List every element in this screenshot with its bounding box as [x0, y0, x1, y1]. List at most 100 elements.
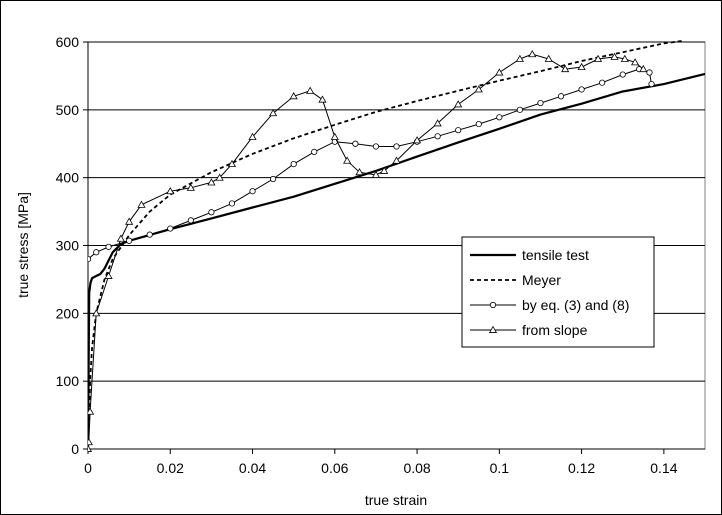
series-tensile-test: [88, 72, 706, 450]
data-point: [412, 136, 422, 144]
data-point: [454, 100, 463, 108]
x-tick-label: 0.14: [650, 460, 677, 476]
y-tick-label: 0: [71, 441, 79, 457]
data-point: [166, 187, 175, 195]
legend-label: tensile test: [522, 247, 589, 263]
y-tick-label: 400: [56, 170, 80, 186]
data-point: [137, 200, 146, 208]
data-point: [88, 407, 95, 415]
data-point: [516, 106, 524, 113]
data-point: [393, 143, 400, 150]
legend-label: from slope: [522, 322, 588, 338]
data-point: [619, 71, 626, 78]
y-tick-label: 500: [56, 102, 80, 118]
data-point: [578, 86, 585, 93]
data-point: [93, 249, 100, 256]
data-point: [639, 64, 648, 73]
data-point: [88, 438, 93, 446]
legend-item-meyer: Meyer: [470, 272, 561, 288]
grid-lines: [88, 41, 705, 382]
data-point: [599, 79, 606, 86]
legend-item-tensile-test: tensile test: [470, 247, 589, 263]
x-tick-label: 0.08: [403, 460, 430, 476]
data-point: [215, 173, 224, 181]
y-tick-label: 200: [56, 305, 80, 321]
data-point: [343, 156, 352, 164]
data-point: [248, 132, 257, 140]
x-tick-label: 0.1: [490, 460, 510, 476]
y-tick-label: 600: [56, 34, 80, 50]
data-point: [126, 237, 133, 244]
x-tick-label: 0: [84, 460, 92, 476]
tick-labels: 0 100 200 300 400 500 600 0 0.02 0.04 0.06 0.08 0.1 0…: [56, 34, 678, 476]
data-point: [311, 148, 318, 155]
legend-item-by-eq-3-and-8: by eq. (3) and (8): [470, 297, 629, 313]
series-line: [88, 72, 706, 450]
data-point: [496, 114, 503, 121]
legend: tensile test Meyer by eq. (3) and (8) from …: [461, 236, 655, 348]
data-point: [88, 255, 92, 263]
y-tick-label: 300: [56, 238, 80, 254]
data-point: [372, 143, 380, 150]
series-meyer: [88, 39, 685, 450]
data-point: [434, 133, 441, 140]
data-point: [646, 69, 653, 76]
data-point: [116, 234, 125, 242]
x-axis-title: true strain: [365, 492, 427, 508]
series-line: [88, 39, 685, 450]
data-point: [371, 170, 381, 178]
data-point: [544, 54, 553, 62]
series-from-slope: [88, 50, 648, 452]
data-point: [105, 243, 112, 250]
data-point: [537, 99, 544, 107]
data-point: [289, 92, 298, 100]
data-point: [528, 50, 537, 58]
data-point: [355, 168, 364, 176]
data-point: [392, 156, 401, 164]
x-tick-label: 0.04: [239, 460, 266, 476]
data-point: [433, 119, 442, 127]
legend-marker: [488, 325, 498, 333]
data-point: [306, 86, 315, 94]
data-point: [269, 175, 277, 183]
data-point: [318, 95, 327, 103]
data-point: [187, 217, 194, 224]
data-point: [249, 188, 256, 195]
data-point: [125, 217, 134, 225]
data-point: [88, 444, 93, 452]
data-point: [474, 85, 483, 93]
data-point: [557, 93, 565, 100]
data-point: [104, 271, 113, 279]
data-point: [352, 140, 359, 147]
data-point: [475, 120, 482, 128]
data-point: [92, 309, 101, 317]
data-point: [186, 183, 195, 191]
data-point: [290, 161, 297, 168]
data-point: [630, 58, 640, 66]
data-point: [208, 209, 215, 216]
data-point: [561, 64, 570, 73]
data-point: [207, 178, 216, 186]
legend-item-from-slope: from slope: [470, 322, 588, 338]
data-point: [455, 127, 462, 134]
data-point: [330, 132, 339, 140]
legend-marker: [489, 301, 497, 309]
y-tick-label: 100: [56, 373, 80, 389]
series-layer: [88, 39, 706, 452]
data-point: [577, 62, 586, 71]
x-tick-label: 0.06: [321, 460, 348, 476]
legend-label: Meyer: [522, 272, 561, 288]
data-point: [228, 200, 236, 207]
data-point: [610, 52, 619, 60]
data-point: [269, 109, 278, 117]
y-axis-title: true stress [MPa]: [15, 192, 31, 298]
data-point: [146, 231, 153, 238]
data-point: [620, 54, 629, 62]
data-point: [227, 159, 237, 168]
x-tick-label: 0.02: [157, 460, 184, 476]
data-point: [515, 54, 524, 62]
legend-label: by eq. (3) and (8): [522, 297, 629, 313]
data-point: [495, 68, 504, 76]
data-point: [648, 80, 655, 88]
